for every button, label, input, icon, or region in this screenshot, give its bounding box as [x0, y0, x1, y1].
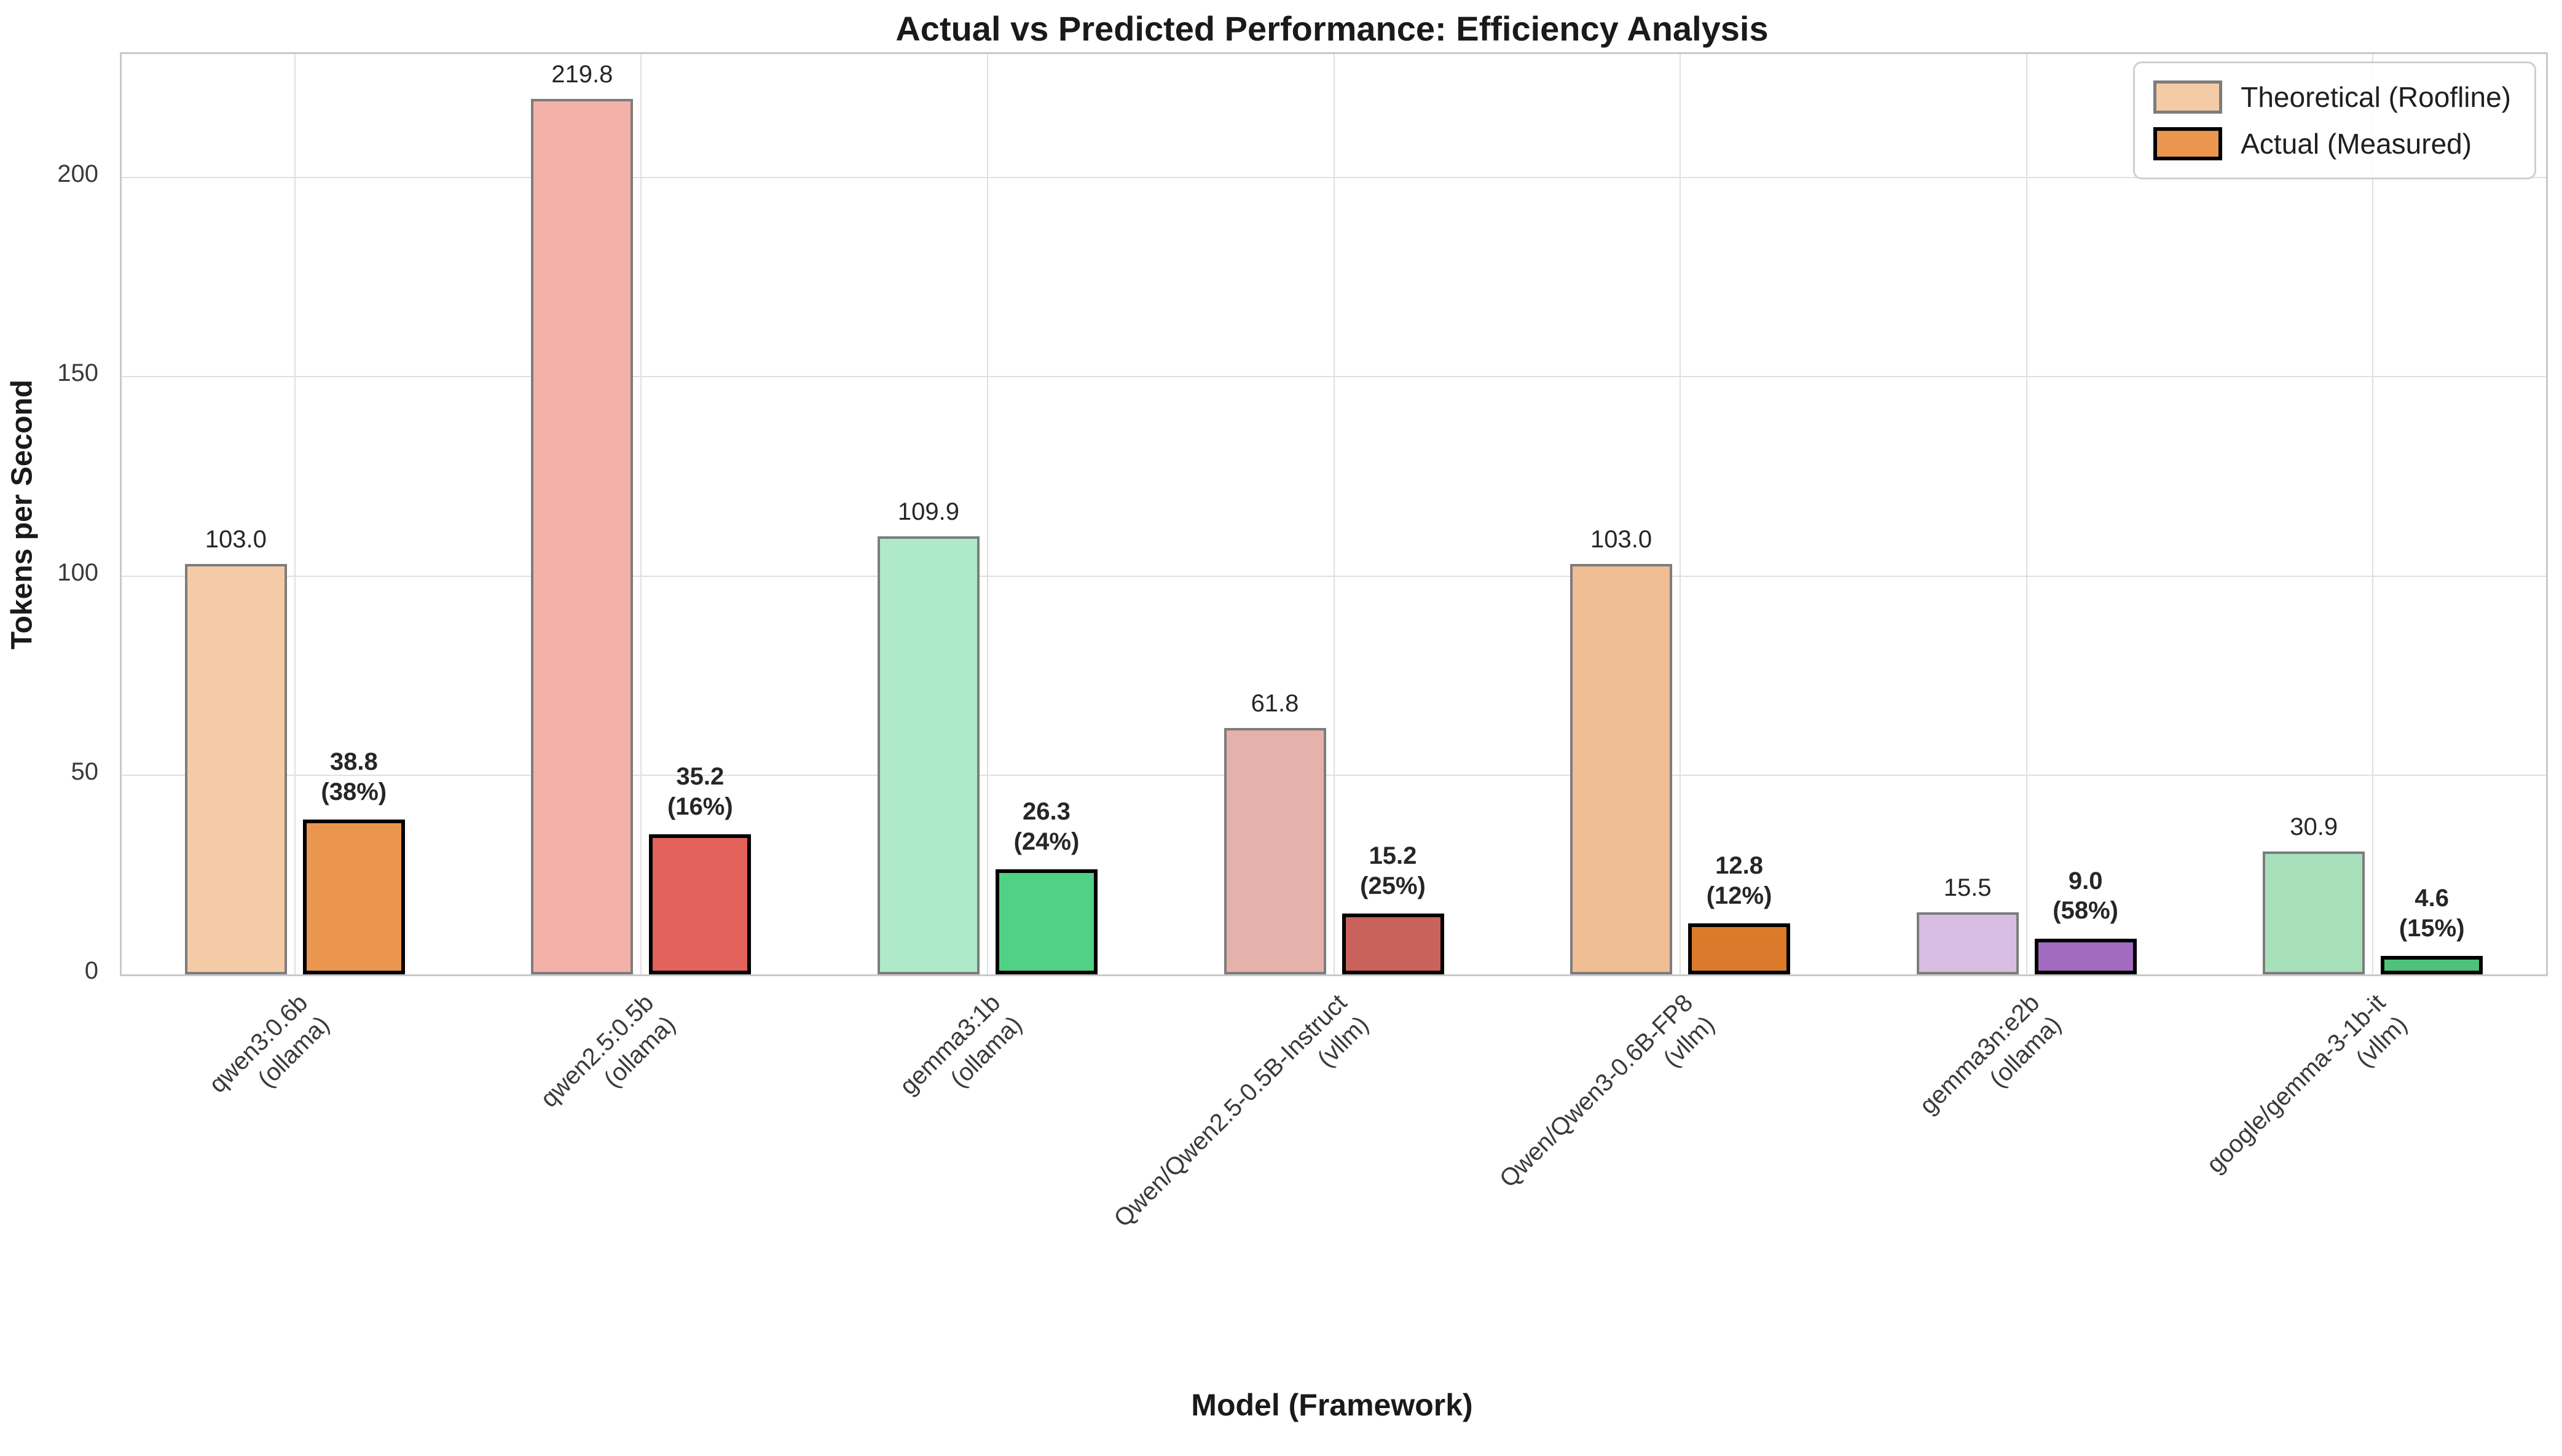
x-gridline	[640, 54, 642, 974]
bar-actual	[995, 869, 1098, 974]
legend-label-actual: Actual (Measured)	[2241, 128, 2472, 160]
actual-value-label: 38.8 (38%)	[321, 748, 387, 806]
legend-swatch-theoretical	[2153, 80, 2223, 114]
x-gridline	[2372, 54, 2374, 974]
bar-actual	[302, 820, 405, 974]
bar-theoretical	[184, 564, 287, 974]
actual-value-label: 35.2 (16%)	[667, 762, 733, 820]
theoretical-value-label: 15.5	[1943, 874, 1992, 902]
theoretical-value-label: 30.9	[2290, 813, 2338, 840]
bar-actual	[1342, 914, 1444, 974]
y-axis-title: Tokens per Second	[6, 379, 39, 650]
x-gridline	[294, 54, 296, 974]
y-tick-label: 100	[57, 558, 98, 586]
theoretical-value-label: 109.9	[897, 498, 959, 526]
bar-theoretical	[1916, 912, 2019, 974]
y-tick-label: 200	[57, 160, 98, 188]
bar-theoretical	[877, 536, 980, 974]
actual-value-label: 4.6 (15%)	[2399, 885, 2465, 942]
theoretical-value-label: 103.0	[1590, 526, 1652, 554]
legend: Theoretical (Roofline) Actual (Measured)	[2133, 61, 2536, 179]
bar-theoretical	[531, 98, 634, 974]
bar-theoretical	[1570, 564, 1673, 974]
bar-theoretical	[2263, 851, 2365, 974]
theoretical-value-label: 61.8	[1251, 690, 1299, 718]
x-gridline	[1333, 54, 1335, 974]
y-tick-label: 50	[71, 757, 99, 785]
legend-label-theoretical: Theoretical (Roofline)	[2241, 81, 2511, 113]
x-gridline	[986, 54, 988, 974]
theoretical-value-label: 103.0	[205, 526, 267, 554]
x-axis-title: Model (Framework)	[1191, 1388, 1473, 1422]
x-tick-label: Qwen/Qwen3-0.6B-FP8 (vllm)	[1494, 989, 1720, 1193]
theoretical-value-label: 219.8	[551, 60, 613, 88]
actual-value-label: 15.2 (25%)	[1360, 842, 1426, 900]
bar-actual	[2034, 938, 2137, 974]
x-tick-label: google/gemma-3-1b-it (vllm)	[2201, 989, 2413, 1178]
x-gridline	[1680, 54, 1681, 974]
bar-actual	[2381, 956, 2483, 974]
x-tick-label: gemma3n:e2b (ollama)	[1914, 989, 2067, 1120]
plot-area: 103.0 38.8 (38%) qwen3:0.6b (ollama) 219.8 3…	[120, 52, 2548, 1232]
x-tick-label: Qwen/Qwen2.5-0.5B-Instruct (vllm)	[1108, 989, 1374, 1232]
x-tick-label: gemma3:1b (ollama)	[894, 989, 1028, 1100]
x-tick-label: qwen3:0.6b (ollama)	[203, 989, 335, 1098]
x-tick-label: qwen2.5:0.5b (ollama)	[535, 989, 681, 1113]
legend-item-theoretical: Theoretical (Roofline)	[2153, 80, 2511, 114]
actual-value-label: 12.8 (12%)	[1706, 851, 1772, 909]
actual-value-label: 26.3 (24%)	[1013, 798, 1080, 856]
legend-swatch-actual	[2153, 127, 2223, 160]
y-tick-label: 150	[57, 359, 98, 387]
bar-actual	[649, 834, 752, 974]
chart-title: Actual vs Predicted Performance: Efficie…	[895, 9, 1769, 48]
bar-theoretical	[1224, 728, 1326, 974]
actual-value-label: 9.0 (58%)	[2053, 867, 2118, 925]
legend-item-actual: Actual (Measured)	[2153, 127, 2511, 160]
y-tick-label: 0	[84, 957, 98, 984]
bar-actual	[1688, 923, 1791, 974]
x-gridline	[2026, 54, 2027, 974]
